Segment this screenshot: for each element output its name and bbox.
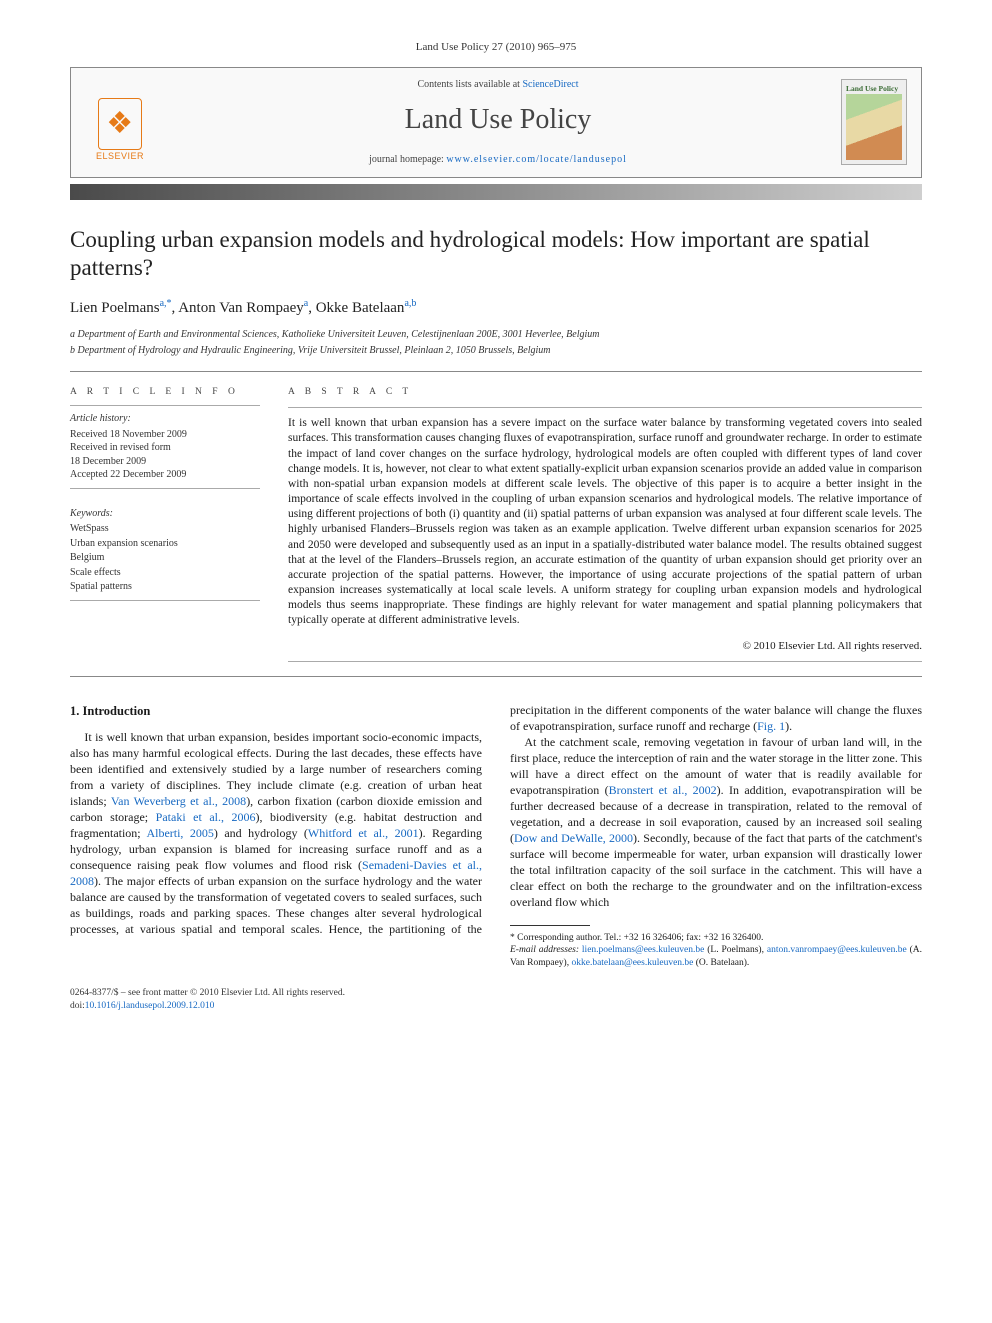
author-name: Lien Poelmans [70,300,160,316]
affiliation: b Department of Hydrology and Hydraulic … [70,344,922,358]
divider [70,371,922,372]
journal-name: Land Use Policy [169,101,827,139]
author-affil-marks: a,b [404,298,416,309]
divider [70,676,922,677]
email-link[interactable]: lien.poelmans@ees.kuleuven.be [582,945,704,955]
section-heading: 1. Introduction [70,703,482,720]
cover-title: Land Use Policy [846,84,902,94]
email-link[interactable]: okke.batelaan@ees.kuleuven.be [571,958,693,968]
abstract-text: It is well known that urban expansion ha… [288,416,922,628]
figure-ref-link[interactable]: Fig. 1 [757,719,785,733]
page-footer: 0264-8377/$ – see front matter © 2010 El… [70,987,922,1013]
body-paragraph: At the catchment scale, removing vegetat… [510,735,922,910]
cover-image [846,94,902,160]
citation-link[interactable]: Pataki et al., 2006 [156,810,256,824]
corresponding-author-note: * Corresponding author. Tel.: +32 16 326… [510,932,922,944]
article-info-heading: A R T I C L E I N F O [70,386,260,399]
keyword: Scale effects [70,566,260,580]
elsevier-tree-icon: ❖ [98,98,142,150]
body-two-column: 1. Introduction It is well known that ur… [70,703,922,968]
history-line: Received 18 November 2009 [70,428,260,442]
homepage-prefix: journal homepage: [369,154,446,165]
journal-homepage-url[interactable]: www.elsevier.com/locate/landusepol [446,154,627,165]
history-line: 18 December 2009 [70,455,260,469]
masthead-gradient-bar [70,184,922,200]
keywords-label: Keywords: [70,507,260,521]
author-affil-marks: a [304,298,308,309]
doi-link[interactable]: 10.1016/j.landusepol.2009.12.010 [85,1001,215,1011]
publisher-logo: ❖ ELSEVIER [85,82,155,162]
article-title: Coupling urban expansion models and hydr… [70,226,922,284]
journal-homepage-line: journal homepage: www.elsevier.com/locat… [169,153,827,167]
affiliation: a Department of Earth and Environmental … [70,328,922,342]
footnotes: * Corresponding author. Tel.: +32 16 326… [510,932,922,969]
abstract-heading: A B S T R A C T [288,386,922,399]
sciencedirect-link[interactable]: ScienceDirect [522,79,578,90]
article-history-label: Article history: [70,412,260,426]
footnote-separator [510,925,590,926]
history-line: Received in revised form [70,441,260,455]
citation-link[interactable]: Van Weverberg et al., 2008 [111,794,246,808]
author-name: Okke Batelaan [316,300,405,316]
email-link[interactable]: anton.vanrompaey@ees.kuleuven.be [767,945,907,955]
citation-link[interactable]: Bronstert et al., 2002 [609,783,717,797]
article-info-column: A R T I C L E I N F O Article history: R… [70,386,260,606]
citation-link[interactable]: Dow and DeWalle, 2000 [514,831,633,845]
email-addresses-line: E-mail addresses: lien.poelmans@ees.kule… [510,944,922,969]
contents-prefix: Contents lists available at [417,79,522,90]
info-abstract-row: A R T I C L E I N F O Article history: R… [70,386,922,662]
journal-cover-thumbnail: Land Use Policy [841,79,907,165]
author-affil-marks: a,* [160,298,172,309]
running-head: Land Use Policy 27 (2010) 965–975 [70,40,922,55]
abstract-column: A B S T R A C T It is well known that ur… [288,386,922,662]
keyword: Belgium [70,551,260,565]
citation-link[interactable]: Alberti, 2005 [146,826,213,840]
keyword: Spatial patterns [70,580,260,594]
journal-masthead: ❖ ELSEVIER Contents lists available at S… [70,67,922,178]
history-line: Accepted 22 December 2009 [70,468,260,482]
front-matter-line: 0264-8377/$ – see front matter © 2010 El… [70,987,922,1000]
masthead-center: Contents lists available at ScienceDirec… [169,78,827,167]
citation-link[interactable]: Whitford et al., 2001 [308,826,419,840]
author-name: Anton Van Rompaey [178,300,304,316]
author-list: Lien Poelmansa,*, Anton Van Rompaeya, Ok… [70,297,922,318]
publisher-name: ELSEVIER [96,150,144,162]
abstract-copyright: © 2010 Elsevier Ltd. All rights reserved… [288,639,922,654]
contents-available-line: Contents lists available at ScienceDirec… [169,78,827,92]
keyword: WetSpass [70,522,260,536]
keyword: Urban expansion scenarios [70,537,260,551]
doi-line: doi:10.1016/j.landusepol.2009.12.010 [70,1000,922,1013]
